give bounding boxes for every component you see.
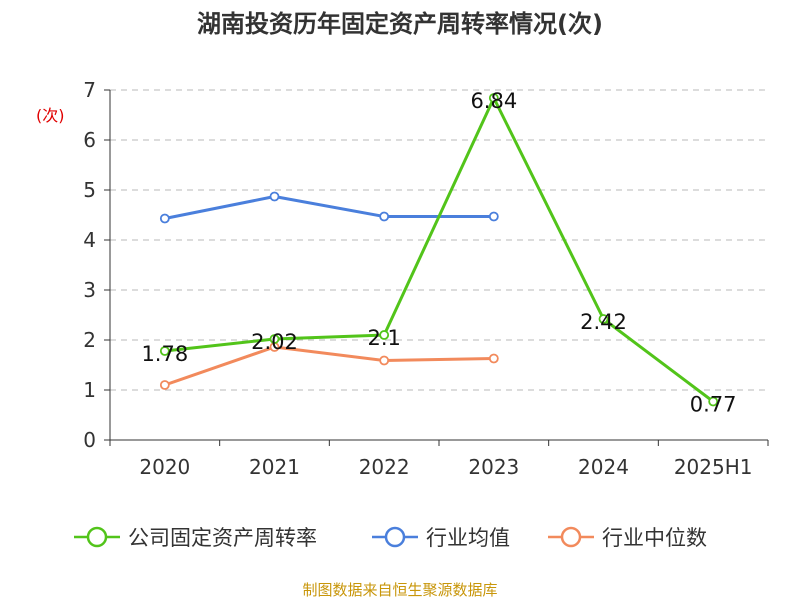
y-tick-label: 2 xyxy=(83,328,96,352)
x-tick-label: 2020 xyxy=(139,455,190,479)
data-point xyxy=(598,314,609,324)
chart-title: 湖南投资历年固定资产周转率情况(次) xyxy=(197,10,603,38)
data-point xyxy=(708,396,719,407)
series-line-0 xyxy=(164,96,715,403)
x-tick-label: 2021 xyxy=(249,455,300,479)
data-point xyxy=(159,213,170,224)
y-tick-label: 6 xyxy=(83,128,96,152)
legend-item[interactable]: 公司固定资产周转率 xyxy=(72,520,317,554)
legend: 公司固定资产周转率 行业均值 行业中位数 xyxy=(0,520,800,554)
data-point xyxy=(488,353,499,364)
data-point xyxy=(379,211,390,222)
legend-label: 行业均值 xyxy=(426,526,510,550)
legend-marker xyxy=(86,526,108,548)
data-label: 2.42 xyxy=(580,310,627,334)
data-point xyxy=(269,334,280,344)
y-tick-label: 0 xyxy=(83,428,96,452)
data-point xyxy=(159,380,170,390)
source-note: 制图数据来自恒生聚源数据库 xyxy=(302,581,498,599)
axes: 0 1 2 3 4 5 6 7 2020 2021 2022 2023 2024 2025H1 xyxy=(83,78,769,479)
data-point xyxy=(488,211,499,222)
data-point xyxy=(159,346,170,356)
legend-label: 行业中位数 xyxy=(602,526,707,550)
y-tick-label: 4 xyxy=(83,228,96,252)
legend-label: 公司固定资产周转率 xyxy=(128,526,317,550)
data-point xyxy=(488,93,499,103)
legend-line-icon xyxy=(548,526,594,548)
data-point xyxy=(379,330,390,340)
legend-item[interactable]: 行业中位数 xyxy=(546,520,707,554)
series-line-2 xyxy=(164,345,494,387)
x-tick-label: 2022 xyxy=(359,455,410,479)
y-tick-label: 3 xyxy=(83,278,96,302)
legend-item[interactable]: 行业均值 xyxy=(370,520,510,554)
y-tick-label: 1 xyxy=(83,378,96,402)
data-point xyxy=(379,355,390,366)
y-tick-label: 5 xyxy=(83,178,96,202)
x-tick-label: 2025H1 xyxy=(674,455,753,479)
legend-line-icon xyxy=(372,526,418,548)
x-tick-label: 2023 xyxy=(468,455,519,479)
data-label: 2.02 xyxy=(251,330,298,354)
y-tick-label: 7 xyxy=(83,78,96,102)
legend-line-icon xyxy=(74,526,120,548)
data-label: 0.77 xyxy=(690,393,737,417)
legend-marker xyxy=(560,526,582,548)
legend-marker xyxy=(384,526,406,548)
data-point xyxy=(269,191,280,202)
data-label: 2.1 xyxy=(367,326,400,350)
y-axis-label: (次) xyxy=(36,106,65,125)
series-layer xyxy=(159,93,719,407)
x-tick-label: 2024 xyxy=(578,455,629,479)
data-label: 6.84 xyxy=(470,89,517,113)
data-label: 1.78 xyxy=(141,342,188,366)
data-labels: 1.78 2.02 2.1 6.84 2.42 0.77 xyxy=(141,89,736,417)
